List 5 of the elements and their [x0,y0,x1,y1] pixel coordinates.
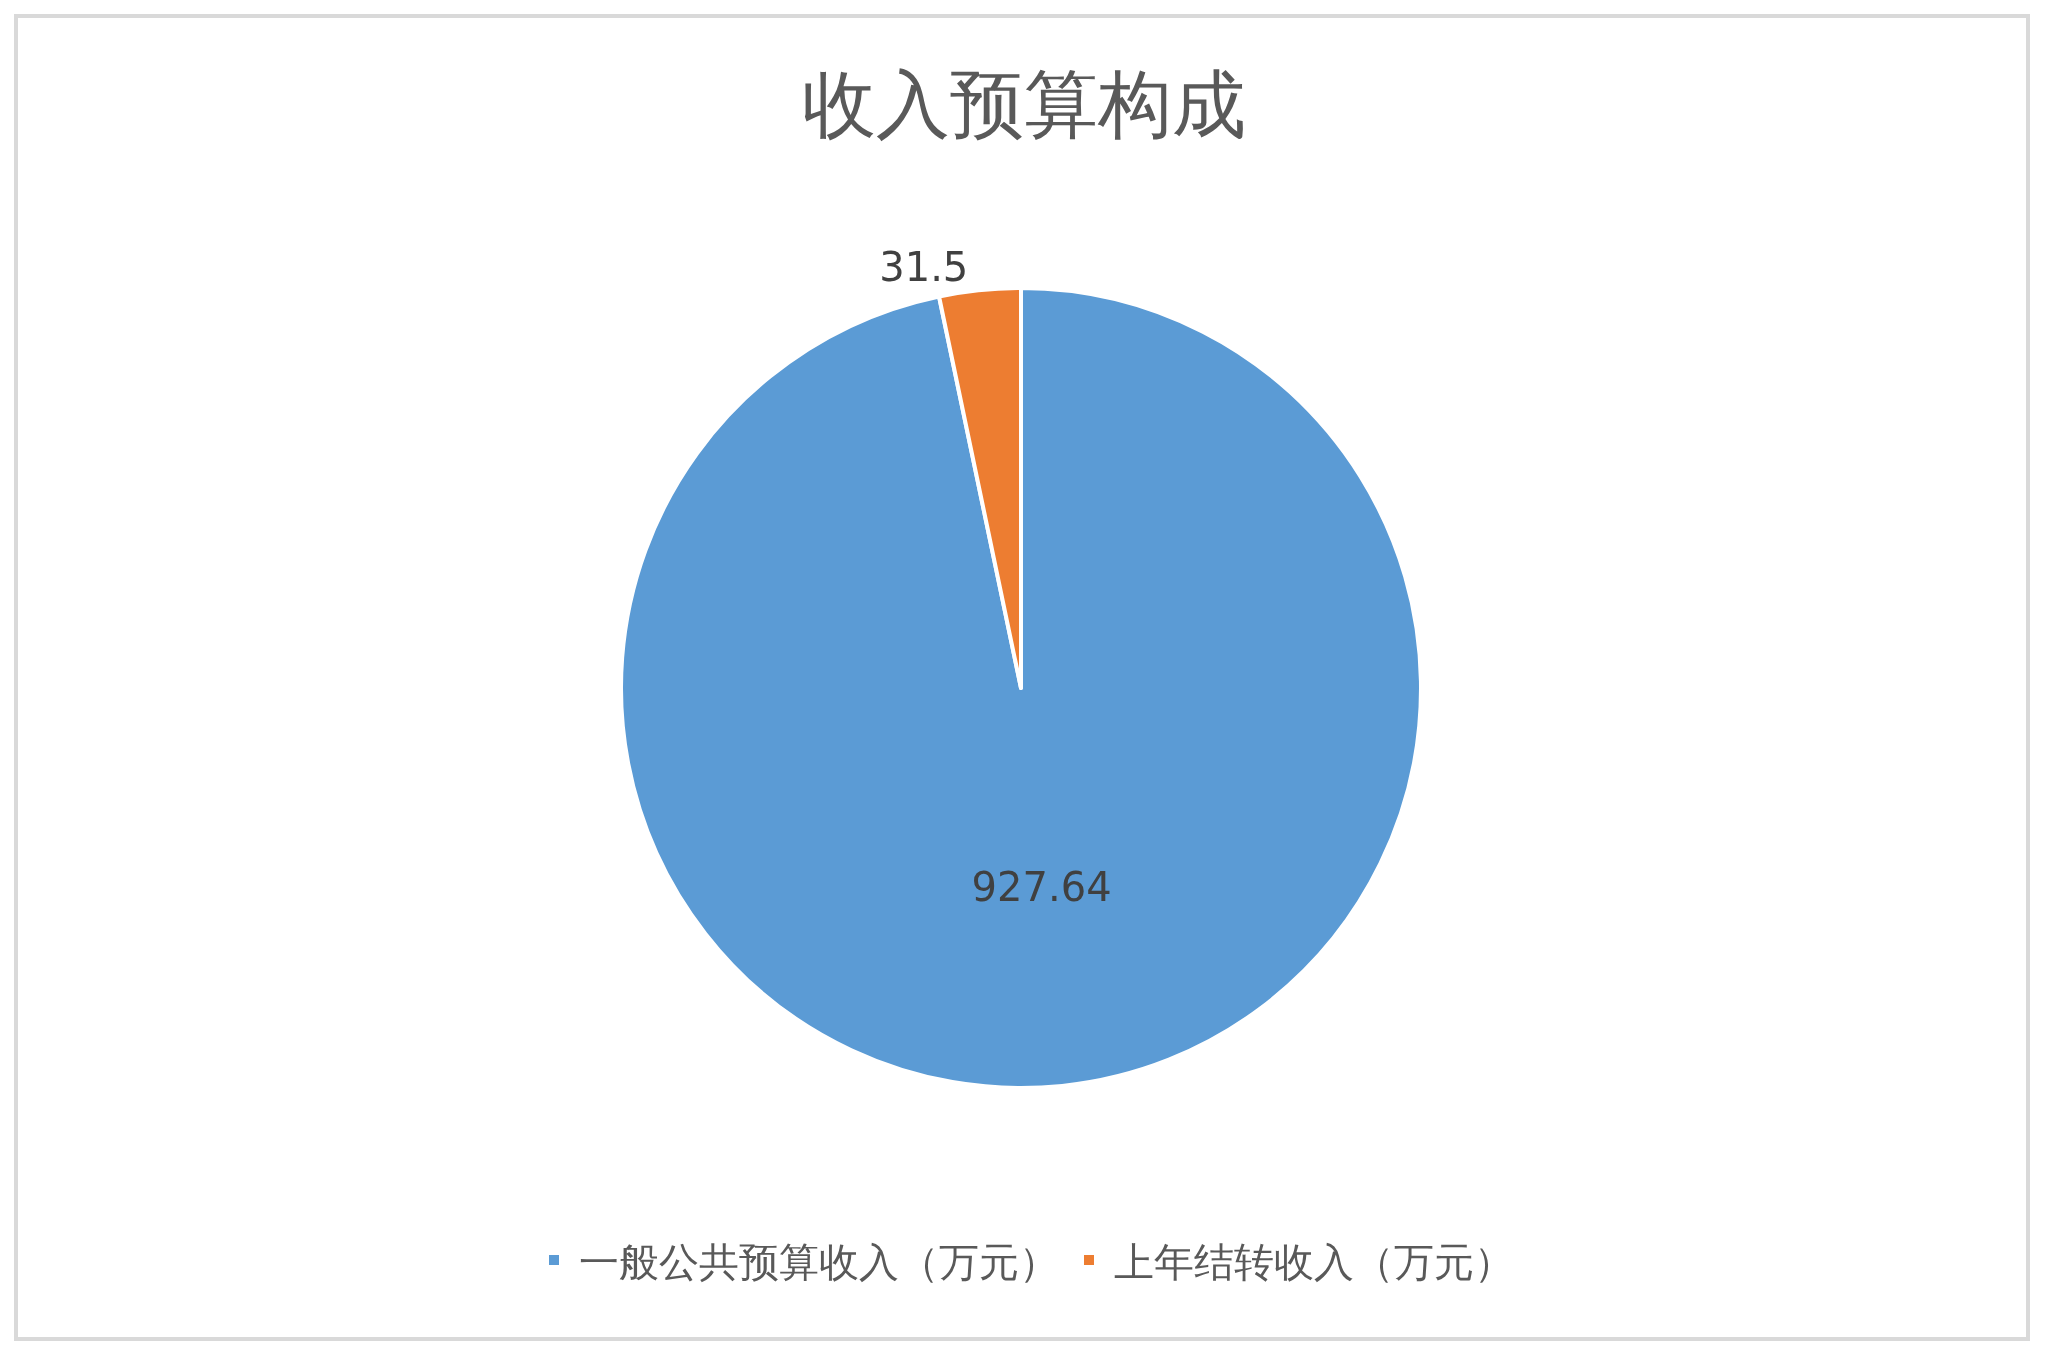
legend-label: 一般公共预算收入（万元） [579,1238,1059,1285]
data-label: 927.64 [971,863,1112,910]
legend-label: 上年结转收入（万元） [1114,1238,1514,1285]
data-label: 31.5 [879,244,969,291]
chart-title: 收入预算构成 [802,60,1246,147]
